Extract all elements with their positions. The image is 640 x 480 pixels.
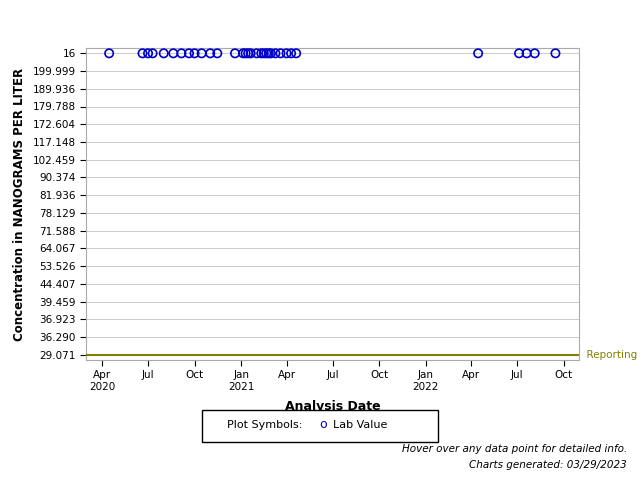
Point xyxy=(104,49,115,57)
Point xyxy=(176,49,186,57)
Point xyxy=(473,49,483,57)
Point xyxy=(230,49,240,57)
Point xyxy=(530,49,540,57)
Point xyxy=(212,49,223,57)
Point xyxy=(256,49,266,57)
Y-axis label: Concentration in NANOGRAMS PER LITER: Concentration in NANOGRAMS PER LITER xyxy=(13,67,26,341)
X-axis label: Analysis Date: Analysis Date xyxy=(285,400,381,413)
Point xyxy=(205,49,215,57)
Point xyxy=(514,49,524,57)
Point xyxy=(143,49,153,57)
Point xyxy=(147,49,157,57)
Text: o: o xyxy=(319,418,327,432)
Point xyxy=(184,49,194,57)
Point xyxy=(238,49,248,57)
Text: Reporting Level: Reporting Level xyxy=(580,350,640,360)
Text: Hover over any data point for detailed info.: Hover over any data point for detailed i… xyxy=(402,444,627,454)
Text: Lab Value: Lab Value xyxy=(333,420,387,430)
Point xyxy=(246,49,256,57)
Point xyxy=(291,49,301,57)
Point xyxy=(270,49,280,57)
Point xyxy=(159,49,169,57)
Text: Plot Symbols:: Plot Symbols: xyxy=(227,420,303,430)
Text: Charts generated: 03/29/2023: Charts generated: 03/29/2023 xyxy=(470,460,627,470)
Point xyxy=(241,49,251,57)
Point xyxy=(168,49,179,57)
Point xyxy=(259,49,269,57)
Point xyxy=(252,49,262,57)
Point xyxy=(189,49,200,57)
Point xyxy=(264,49,274,57)
Point xyxy=(138,49,148,57)
Point xyxy=(286,49,296,57)
Point xyxy=(550,49,561,57)
Point xyxy=(196,49,207,57)
Point xyxy=(275,49,285,57)
Point xyxy=(243,49,253,57)
Point xyxy=(282,49,292,57)
Point xyxy=(266,49,276,57)
Point xyxy=(522,49,532,57)
Point xyxy=(261,49,271,57)
